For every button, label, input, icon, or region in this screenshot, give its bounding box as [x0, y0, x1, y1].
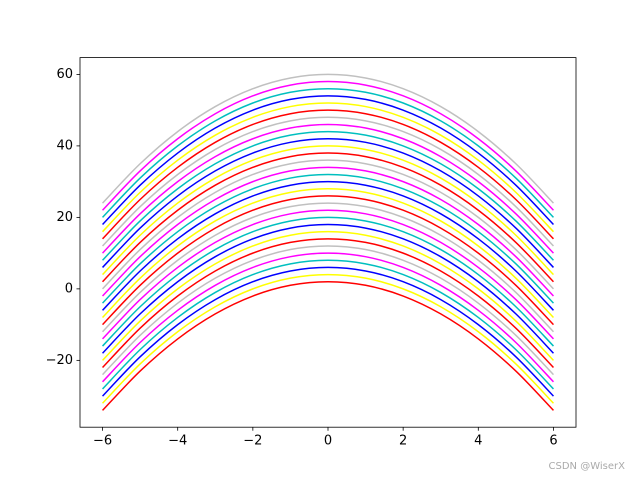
curve	[102, 280, 554, 411]
watermark: CSDN @WiserX	[549, 461, 626, 472]
curve	[102, 273, 554, 404]
curve	[102, 102, 554, 233]
y-tick-label: 0	[65, 281, 73, 296]
curve	[102, 252, 554, 383]
x-tick-label: 2	[399, 434, 407, 449]
curve	[102, 230, 554, 361]
y-tick-label: 20	[56, 210, 73, 225]
curve	[102, 259, 554, 390]
curve	[102, 166, 554, 297]
curve	[102, 95, 554, 226]
curve	[102, 180, 554, 311]
axes-frame	[79, 57, 577, 428]
curve	[102, 266, 554, 397]
x-tick-label: 4	[474, 434, 482, 449]
y-tick-label: 60	[56, 67, 73, 82]
x-tick-label: −6	[93, 434, 112, 449]
curve	[102, 159, 554, 290]
curve	[102, 216, 554, 347]
curve	[102, 173, 554, 304]
x-tick-label: 6	[549, 434, 557, 449]
curve	[102, 145, 554, 276]
x-tick-label: −4	[168, 434, 187, 449]
curve	[102, 130, 554, 261]
curve	[102, 73, 554, 204]
curve	[102, 116, 554, 247]
x-tick-label: −2	[243, 434, 262, 449]
curve	[102, 195, 554, 326]
curve	[102, 109, 554, 240]
curve	[102, 80, 554, 211]
curve	[102, 152, 554, 283]
curve	[102, 223, 554, 354]
curve	[102, 87, 554, 218]
curve	[102, 202, 554, 333]
curve	[102, 245, 554, 376]
curve	[102, 188, 554, 318]
curve	[102, 137, 554, 268]
x-tick-label: 0	[324, 434, 332, 449]
y-tick-label: 40	[56, 138, 73, 153]
curve	[102, 123, 554, 254]
curve	[102, 238, 554, 369]
curve	[102, 209, 554, 340]
y-tick-label: −20	[46, 353, 73, 368]
